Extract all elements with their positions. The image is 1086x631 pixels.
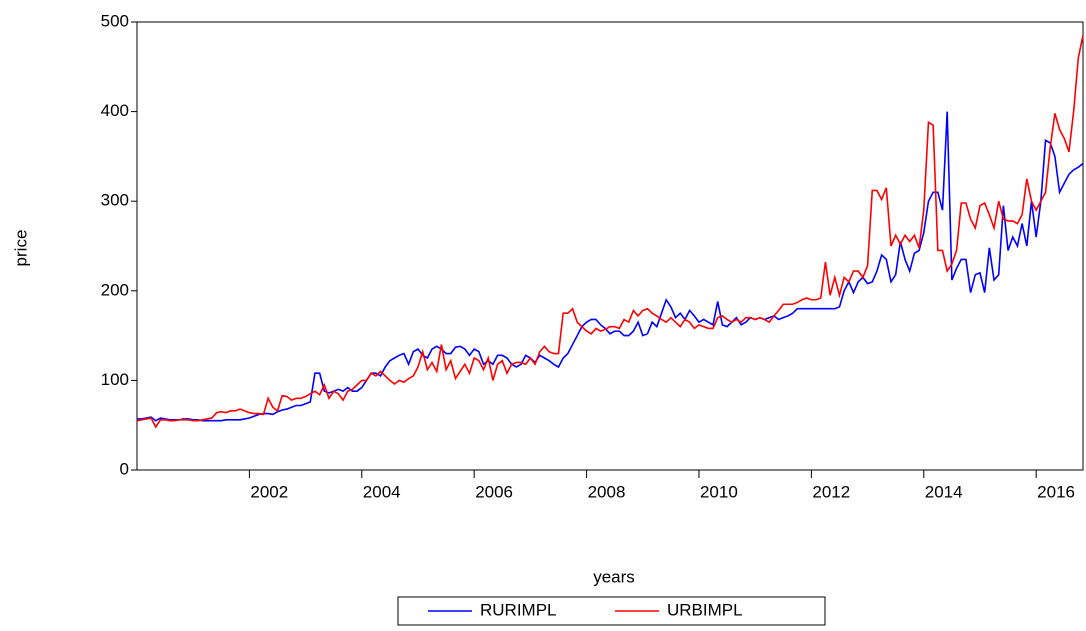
plot-frame	[136, 21, 1084, 471]
x-axis-label: years	[593, 567, 635, 586]
x-tick-label: 2002	[250, 482, 288, 501]
x-tick-label: 2016	[1037, 482, 1075, 501]
y-tick-label: 500	[101, 11, 129, 30]
x-tick-label: 2006	[475, 482, 513, 501]
y-tick-label: 400	[101, 101, 129, 120]
y-tick-label: 200	[101, 280, 129, 299]
y-tick-label: 0	[120, 459, 129, 478]
y-tick-label: 300	[101, 191, 129, 210]
legend-label: RURIMPL	[480, 600, 557, 619]
x-tick-label: 2014	[925, 482, 963, 501]
x-tick-label: 2004	[363, 482, 401, 501]
x-tick-label: 2008	[588, 482, 626, 501]
series-line	[137, 111, 1084, 422]
series-line	[136, 35, 1084, 429]
legend-label: URBIMPL	[667, 600, 743, 619]
x-tick-label: 2010	[700, 482, 738, 501]
y-tick-label: 100	[101, 370, 129, 389]
x-tick-label: 2012	[812, 482, 850, 501]
y-axis-label: price	[11, 230, 30, 267]
